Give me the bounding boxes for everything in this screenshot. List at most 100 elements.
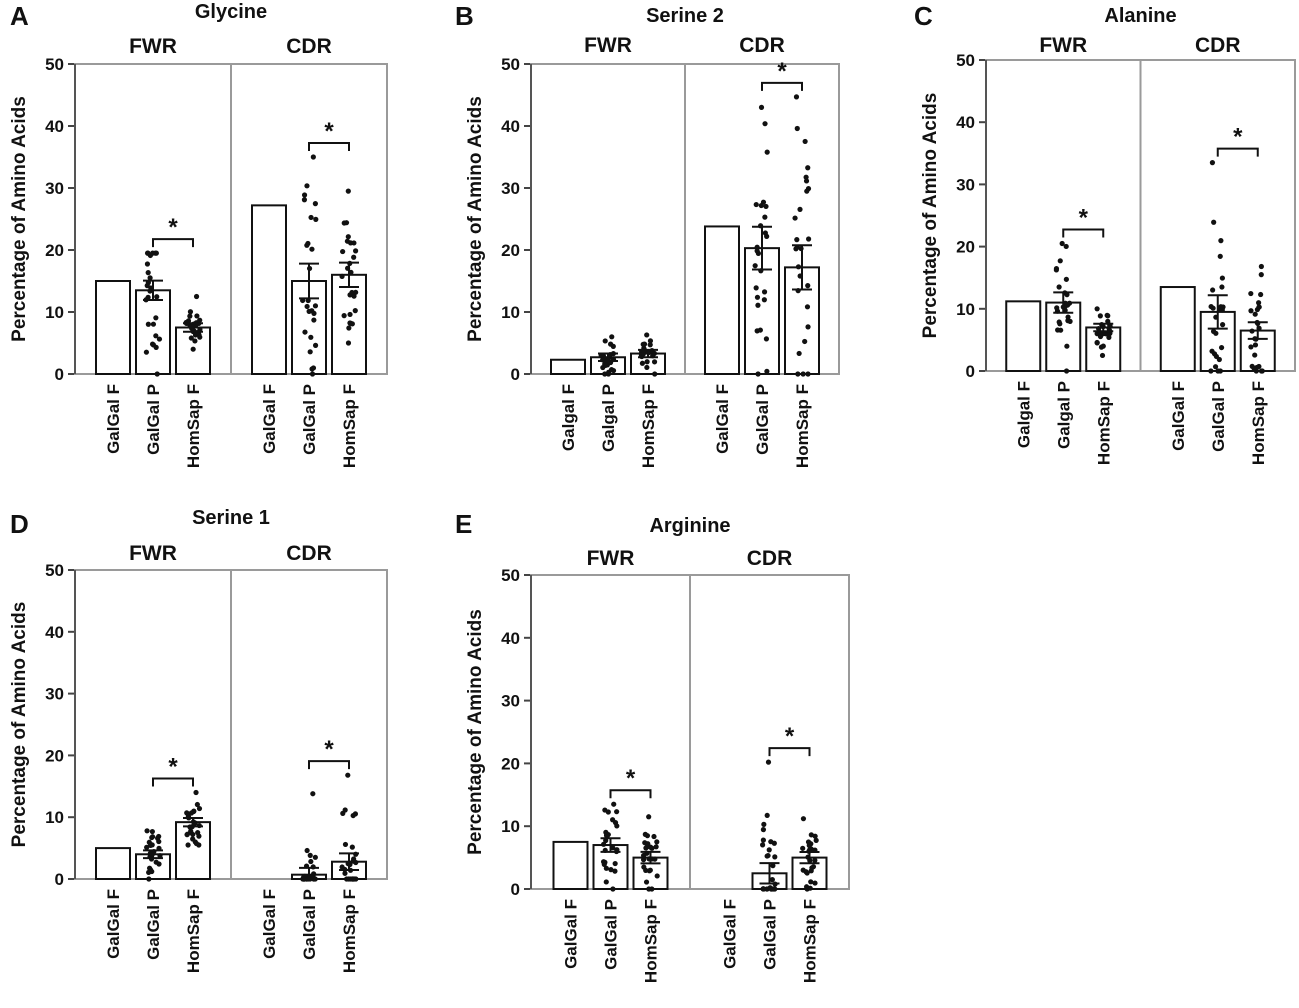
data-point [805, 371, 811, 377]
data-point [312, 854, 318, 860]
y-tick-label: 20 [501, 241, 520, 260]
data-point [601, 861, 607, 868]
data-point [145, 294, 151, 300]
data-point [150, 321, 157, 327]
data-point [153, 250, 159, 256]
data-point [190, 836, 196, 842]
data-point [1258, 263, 1264, 270]
data-point [310, 154, 316, 160]
data-point [1097, 313, 1103, 319]
data-point [646, 814, 652, 820]
bar [1159, 286, 1196, 372]
data-point [1059, 240, 1065, 247]
data-point [755, 302, 761, 308]
panel-c: C Alanine Percentage of Amino Acids 0 10 20 30… [914, 1, 1296, 465]
data-point [644, 332, 650, 338]
data-point [341, 220, 347, 226]
significance-star: * [777, 58, 787, 85]
data-point [342, 841, 349, 848]
data-point [641, 852, 647, 859]
data-point [1094, 306, 1100, 312]
data-point [350, 876, 356, 882]
data-point [797, 206, 803, 212]
data-point [1064, 343, 1070, 349]
data-point [1217, 253, 1223, 259]
data-point [763, 203, 769, 210]
x-tick-label: Galgal P [1054, 381, 1073, 449]
data-point [812, 833, 818, 839]
data-point [351, 254, 357, 260]
data-point [344, 238, 351, 244]
panel-letter: D [10, 509, 29, 539]
data-point [349, 321, 355, 327]
data-point [1065, 314, 1071, 320]
data-point [156, 833, 162, 840]
panel-e: E Arginine Percentage of Amino Acids 0 10 20 3… [455, 509, 850, 983]
x-tick-label: GalGal F [260, 889, 279, 959]
data-point [640, 857, 647, 863]
data-point [608, 867, 614, 873]
significance-bracket [609, 789, 652, 799]
data-point [805, 283, 811, 289]
data-point [647, 338, 654, 344]
data-point [1252, 342, 1259, 348]
x-tick-label: HomSap F [340, 384, 359, 468]
data-point [644, 364, 650, 371]
bar [550, 358, 586, 375]
data-point [651, 359, 658, 365]
y-tick-label: 50 [956, 51, 975, 70]
data-point [796, 350, 802, 357]
data-point [188, 335, 194, 341]
data-point [768, 839, 774, 845]
data-point [353, 248, 359, 254]
data-point [643, 845, 649, 851]
y-tick-label: 30 [45, 685, 64, 704]
data-point [761, 289, 768, 295]
data-point [190, 831, 196, 838]
data-point [770, 863, 776, 869]
data-point [345, 340, 352, 346]
data-point [156, 336, 163, 342]
data-point [341, 313, 347, 319]
data-point [304, 847, 310, 854]
data-point [184, 831, 190, 837]
data-point [766, 847, 772, 853]
data-point [308, 214, 314, 221]
x-tick-label: Galgal F [1014, 381, 1033, 448]
region-label: CDR [1195, 34, 1241, 57]
region-label: FWR [129, 542, 177, 565]
data-point [187, 313, 193, 319]
data-point [1218, 238, 1224, 244]
data-point [764, 812, 770, 819]
data-point [304, 303, 310, 310]
data-point [754, 244, 760, 250]
data-point [310, 873, 316, 879]
x-tick-label: GalGal P [300, 889, 319, 960]
data-point [813, 837, 819, 843]
x-tick-label: GalGal P [144, 889, 163, 960]
data-point [311, 317, 317, 323]
region-label: FWR [129, 35, 177, 58]
data-point [800, 816, 807, 822]
data-point [769, 877, 775, 883]
region-label: CDR [739, 34, 785, 57]
y-axis-title: Percentage of Amino Acids [465, 609, 486, 855]
y-tick-label: 10 [45, 303, 64, 322]
data-point [1209, 348, 1215, 354]
data-point [1219, 275, 1225, 281]
data-point [765, 852, 771, 859]
y-axis-title: Percentage of Amino Acids [9, 96, 30, 342]
data-point [770, 886, 776, 892]
data-point [803, 884, 810, 890]
data-point [809, 865, 815, 871]
data-point [641, 864, 647, 870]
x-tick-label: Galgal P [599, 384, 618, 452]
panel-b: B Serine 2 Percentage of Amino Acids 0 10 20 3… [455, 1, 840, 468]
data-point [340, 248, 346, 255]
data-point [1258, 368, 1265, 374]
significance-bracket [761, 81, 803, 91]
x-tick-label: HomSap F [1249, 381, 1268, 465]
data-point [196, 805, 203, 812]
data-point [307, 852, 313, 858]
y-tick-label: 40 [501, 629, 520, 648]
